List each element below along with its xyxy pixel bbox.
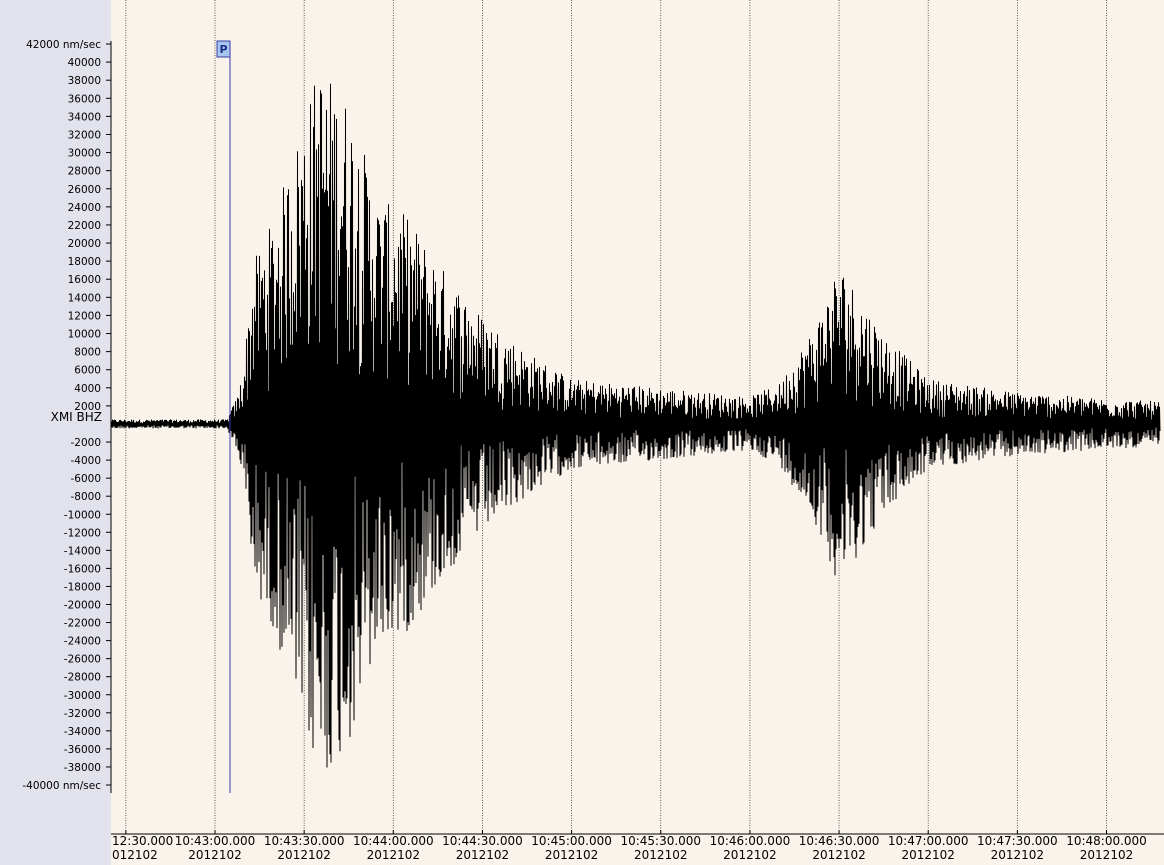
amplitude-tick-label: 28000 [68, 166, 101, 178]
amplitude-tick-label: -22000 [64, 618, 101, 630]
date-tick-label: 2012102 [991, 848, 1044, 862]
amplitude-tick-label: -4000 [70, 455, 101, 467]
amplitude-tick-label: -2000 [70, 437, 101, 449]
amplitude-tick-label: 40000 [68, 57, 101, 69]
amplitude-tick-label: -14000 [64, 545, 101, 557]
amplitude-tick-label: 20000 [68, 238, 101, 250]
date-tick-label: 2012102 [812, 848, 865, 862]
time-tick-label: 10:45:00.000 [531, 834, 612, 848]
amplitude-tick-label: 16000 [68, 274, 101, 286]
amplitude-tick-label: 22000 [68, 220, 101, 232]
vertical-gridlines [125, 0, 1107, 834]
amplitude-tick-label: -10000 [64, 509, 101, 521]
waveform-trace [110, 83, 1161, 768]
amplitude-axis: 42000 nm/sec 40000 38000 36000 34000 32000 300… [22, 39, 112, 793]
amplitude-tick-label: 32000 [68, 129, 101, 141]
date-tick-label: 2012102 [367, 848, 420, 862]
amplitude-tick-label: -12000 [64, 527, 101, 539]
time-axis-strip [111, 834, 1164, 865]
date-tick-label: 2012102 [188, 848, 241, 862]
date-tick-label: 2012102 [456, 848, 509, 862]
time-tick-label: 10:46:00.000 [710, 834, 791, 848]
date-tick-label: 012102 [112, 848, 158, 862]
amplitude-tick-label: 30000 [68, 148, 101, 160]
left-margin [0, 0, 111, 865]
amplitude-tick-label: -6000 [70, 473, 101, 485]
amplitude-tick-label: 4000 [74, 383, 101, 395]
amplitude-tick-label: -26000 [64, 654, 101, 666]
pick-phase-label: P [219, 43, 227, 56]
amplitude-tick-label: -30000 [64, 690, 101, 702]
time-tick-label: 10:47:00.000 [888, 834, 969, 848]
amplitude-tick-label: -24000 [64, 636, 101, 648]
time-tick-label: 10:46:30.000 [799, 834, 880, 848]
amplitude-tick-label: 34000 [68, 111, 101, 123]
amplitude-tick-label: -18000 [64, 581, 101, 593]
time-tick-label: 10:45:30.000 [620, 834, 701, 848]
p-pick-marker[interactable]: P [216, 40, 231, 793]
amplitude-tick-label: 10000 [68, 329, 101, 341]
date-tick-label: 2012102 [277, 848, 330, 862]
amplitude-tick-label: 6000 [74, 365, 101, 377]
amplitude-tick-label: 12000 [68, 310, 101, 322]
time-tick-label: 12:30.000 [112, 834, 173, 848]
amplitude-tick-label: 26000 [68, 184, 101, 196]
amplitude-tick-label: 38000 [68, 75, 101, 87]
amplitude-tick-label: -20000 [64, 600, 101, 612]
amplitude-tick-label: 2000 [74, 401, 101, 413]
time-tick-label: 10:43:00.000 [175, 834, 256, 848]
time-tick-label: 10:44:30.000 [442, 834, 523, 848]
time-tick-label: 10:44:00.000 [353, 834, 434, 848]
amplitude-tick-label: 24000 [68, 202, 101, 214]
amplitude-tick-label: -8000 [70, 491, 101, 503]
amplitude-tick-label: 36000 [68, 93, 101, 105]
date-tick-label: 2012102 [545, 848, 598, 862]
amplitude-tick-label: -38000 [64, 762, 101, 774]
date-tick-label: 2012102 [901, 848, 954, 862]
amplitude-tick-label: -36000 [64, 744, 101, 756]
date-tick-label: 2012102 [634, 848, 687, 862]
time-tick-label: 10:48:00.000 [1066, 834, 1147, 848]
time-tick-label: 10:43:30.000 [264, 834, 345, 848]
amplitude-tick-label: -28000 [64, 672, 101, 684]
amplitude-tick-label: 18000 [68, 256, 101, 268]
date-tick-label: 2012102 [723, 848, 776, 862]
amplitude-tick-label: -16000 [64, 563, 101, 575]
amplitude-tick-label: 42000 nm/sec [26, 39, 101, 51]
time-axis: 12:30.00001210210:43:00.000201210210:43:… [111, 830, 1164, 862]
amplitude-tick-label: 8000 [74, 347, 101, 359]
date-tick-label: 2012102 [1080, 848, 1133, 862]
amplitude-tick-label: -40000 nm/sec [22, 780, 101, 792]
time-tick-label: 10:47:30.000 [977, 834, 1058, 848]
amplitude-tick-label: -32000 [64, 708, 101, 720]
station-label: XMI BHZ [51, 410, 102, 424]
pick-flag[interactable] [216, 40, 231, 58]
amplitude-tick-label: 14000 [68, 292, 101, 304]
amplitude-tick-label: -34000 [64, 726, 101, 738]
